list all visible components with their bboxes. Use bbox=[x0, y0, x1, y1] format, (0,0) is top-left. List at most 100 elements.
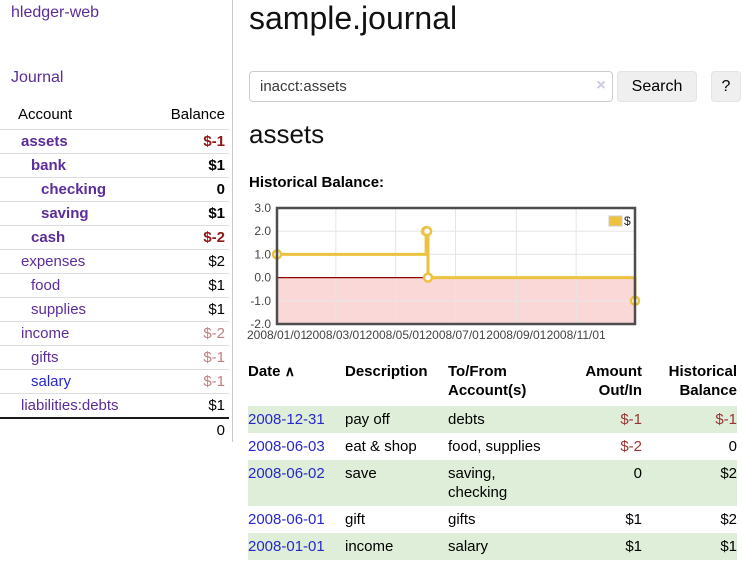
account-row: saving $1 bbox=[0, 201, 229, 225]
accounts-rows: assets $-1 bank $1 checking 0 saving $1 cash $-2 e… bbox=[0, 129, 229, 417]
chart-data-point bbox=[421, 225, 433, 237]
transaction-date-link[interactable]: 2008-06-01 bbox=[248, 511, 325, 528]
transactions-table: Date ∧ Description To/From Account(s) Am… bbox=[248, 360, 737, 560]
sidebar-item-journal[interactable]: Journal bbox=[11, 69, 64, 86]
account-row: expenses $2 bbox=[0, 249, 229, 273]
x-axis-tick-label: 2008/09/01 bbox=[486, 328, 546, 342]
account-row: salary $-1 bbox=[0, 369, 229, 393]
account-row: bank $1 bbox=[0, 153, 229, 177]
account-link[interactable]: salary bbox=[31, 373, 72, 390]
account-link[interactable]: checking bbox=[41, 181, 107, 198]
transaction-description: gift bbox=[345, 511, 366, 528]
search-input[interactable] bbox=[249, 71, 613, 102]
transaction-row: 2008-06-03 eat & shop food, supplies $-2 0 bbox=[248, 433, 737, 460]
accounts-total-value: 0 bbox=[216, 421, 225, 439]
y-axis-tick-label: 1.0 bbox=[254, 247, 271, 261]
transaction-accounts: debts bbox=[448, 411, 485, 428]
account-row: gifts $-1 bbox=[0, 345, 229, 369]
transaction-description: eat & shop bbox=[345, 438, 417, 455]
page-title: sample.journal bbox=[249, 0, 458, 36]
transaction-balance: $2 bbox=[720, 511, 737, 528]
y-axis-tick-label: 3.0 bbox=[254, 201, 271, 215]
transaction-row: 2008-12-31 pay off debts $-1 $-1 bbox=[248, 406, 737, 433]
account-link[interactable]: assets bbox=[21, 133, 68, 150]
transaction-accounts: food, supplies bbox=[448, 438, 541, 455]
transaction-row: 2008-06-01 gift gifts $1 $2 bbox=[248, 506, 737, 533]
chart-border bbox=[275, 206, 637, 326]
help-button[interactable]: ? bbox=[711, 71, 741, 102]
account-link[interactable]: expenses bbox=[21, 253, 86, 270]
transaction-balance: $2 bbox=[720, 465, 737, 482]
account-link[interactable]: saving bbox=[41, 205, 89, 222]
column-historical-balance: Historical Balance bbox=[668, 363, 737, 399]
column-description: Description bbox=[345, 363, 428, 380]
account-row: supplies $1 bbox=[0, 297, 229, 321]
transaction-date-link[interactable]: 2008-12-31 bbox=[248, 411, 325, 428]
transaction-accounts: salary bbox=[448, 538, 489, 555]
account-link[interactable]: income bbox=[21, 325, 70, 342]
accounts-column-balance: Balance bbox=[170, 106, 225, 123]
transaction-description: pay off bbox=[345, 411, 390, 428]
column-amount-outin: Amount Out/In bbox=[585, 363, 642, 399]
account-row: checking 0 bbox=[0, 177, 229, 201]
account-link[interactable]: food bbox=[31, 277, 61, 294]
account-balance: $-1 bbox=[203, 373, 225, 390]
transaction-amount: $1 bbox=[625, 511, 642, 528]
account-balance: $1 bbox=[208, 157, 225, 174]
x-axis-tick-label: 2008/03/01 bbox=[306, 328, 366, 342]
x-axis-tick-label: 2008/11/01 bbox=[547, 328, 606, 342]
y-axis-tick-label: -2.0 bbox=[250, 317, 271, 331]
account-balance: $-2 bbox=[203, 325, 225, 342]
transaction-description: income bbox=[345, 538, 394, 555]
account-balance: $-1 bbox=[203, 133, 225, 150]
account-link[interactable]: gifts bbox=[31, 349, 59, 366]
column-tofrom-accounts: To/From Account(s) bbox=[448, 363, 527, 399]
account-row: liabilities:debts $1 bbox=[0, 393, 229, 417]
search-button[interactable]: Search bbox=[617, 71, 697, 102]
y-axis-tick-label: 0.0 bbox=[254, 271, 271, 285]
transaction-date-link[interactable]: 2008-01-01 bbox=[248, 538, 325, 555]
account-balance: $1 bbox=[208, 397, 225, 414]
brand-link[interactable]: hledger-web bbox=[11, 4, 100, 21]
accounts-table: Account Balance assets $-1 bank $1 checking 0… bbox=[0, 102, 229, 441]
y-axis-tick-label: -1.0 bbox=[250, 294, 271, 308]
x-axis-tick-label: 2008/01/01 bbox=[247, 328, 307, 342]
account-link[interactable]: liabilities:debts bbox=[21, 397, 119, 414]
account-balance: 0 bbox=[216, 181, 225, 198]
transaction-accounts: gifts bbox=[448, 511, 476, 528]
account-row: income $-2 bbox=[0, 321, 229, 345]
sidebar: hledger-web Journal Account Balance asse… bbox=[0, 0, 233, 442]
transaction-amount: 0 bbox=[633, 465, 642, 482]
clear-search-icon[interactable]: × bbox=[596, 77, 606, 94]
account-row: cash $-2 bbox=[0, 225, 229, 249]
x-axis-tick-label: 2008/05/01 bbox=[366, 328, 426, 342]
account-link[interactable]: supplies bbox=[31, 301, 87, 318]
y-axis-tick-label: 2.0 bbox=[254, 224, 271, 238]
chart-data-point bbox=[422, 272, 434, 283]
transaction-amount: $-2 bbox=[620, 438, 642, 455]
column-date[interactable]: Date ∧ bbox=[248, 363, 295, 380]
transaction-date-link[interactable]: 2008-06-02 bbox=[248, 465, 325, 482]
legend-swatch bbox=[608, 215, 623, 227]
account-balance: $-1 bbox=[203, 349, 225, 366]
account-balance: $1 bbox=[208, 301, 225, 318]
transaction-balance: $-1 bbox=[715, 411, 737, 428]
account-balance: $1 bbox=[208, 205, 225, 222]
transaction-amount: $-1 bbox=[620, 411, 642, 428]
transaction-balance: $1 bbox=[720, 538, 737, 555]
transaction-accounts: saving, checking bbox=[448, 465, 508, 501]
x-axis-tick-label: 2008/07/01 bbox=[425, 328, 485, 342]
transaction-date-link[interactable]: 2008-06-03 bbox=[248, 438, 325, 455]
account-link[interactable]: bank bbox=[31, 157, 67, 174]
transaction-amount: $1 bbox=[625, 538, 642, 555]
chart-title: Historical Balance: bbox=[249, 174, 385, 191]
transaction-row: 2008-06-02 save saving, checking 0 $2 bbox=[248, 460, 737, 506]
transaction-description: save bbox=[345, 465, 377, 482]
account-row: food $1 bbox=[0, 273, 229, 297]
accounts-table-header: Account Balance bbox=[0, 102, 229, 129]
account-balance: $-2 bbox=[203, 229, 225, 246]
account-balance: $2 bbox=[208, 253, 225, 270]
sort-ascending-icon: ∧ bbox=[284, 363, 295, 379]
account-link[interactable]: cash bbox=[31, 229, 66, 246]
account-heading: assets bbox=[249, 119, 325, 149]
